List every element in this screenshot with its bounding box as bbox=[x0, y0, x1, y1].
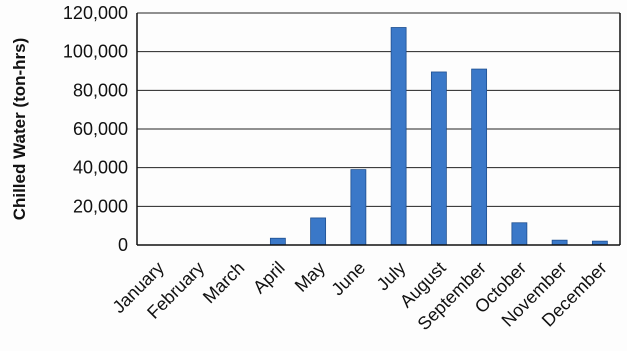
x-tick-label: March bbox=[199, 258, 249, 308]
bar-july bbox=[390, 27, 407, 246]
y-tick-labels: 0 20,000 40,000 60,000 80,000 100,000 120,000 bbox=[63, 3, 128, 255]
y-tick-label: 0 bbox=[118, 235, 128, 255]
x-tick-label: June bbox=[327, 258, 369, 300]
bar-october bbox=[511, 222, 528, 246]
y-tick-label: 120,000 bbox=[63, 3, 128, 23]
y-tick-label: 100,000 bbox=[63, 42, 128, 62]
bar-april bbox=[269, 237, 286, 246]
gridlines bbox=[137, 12, 620, 246]
y-tick-label: 40,000 bbox=[73, 158, 128, 178]
y-axis-title: Chilled Water (ton-hrs) bbox=[10, 38, 29, 221]
y-tick-label: 20,000 bbox=[73, 196, 128, 216]
bars bbox=[269, 27, 608, 246]
y-tick-label: 80,000 bbox=[73, 80, 128, 100]
bar-august bbox=[430, 71, 447, 246]
axes bbox=[136, 13, 621, 246]
y-tick-label: 60,000 bbox=[73, 119, 128, 139]
bar-may bbox=[310, 217, 327, 246]
x-tick-label: May bbox=[291, 258, 329, 296]
bar-september bbox=[471, 68, 488, 246]
x-tick-label: April bbox=[249, 258, 289, 298]
bar-june bbox=[350, 169, 367, 246]
